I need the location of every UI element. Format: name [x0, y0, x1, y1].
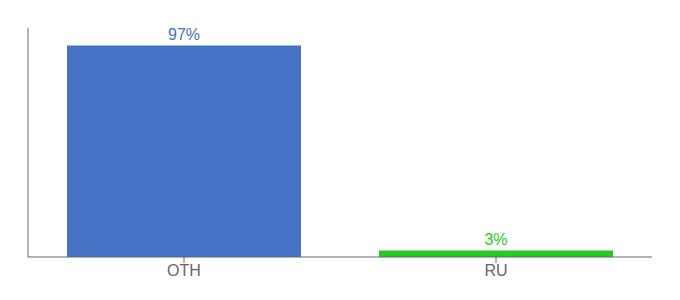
- svg-text:OTH: OTH: [167, 262, 201, 279]
- svg-text:97%: 97%: [168, 26, 200, 43]
- svg-text:RU: RU: [484, 262, 507, 279]
- svg-text:3%: 3%: [484, 231, 507, 248]
